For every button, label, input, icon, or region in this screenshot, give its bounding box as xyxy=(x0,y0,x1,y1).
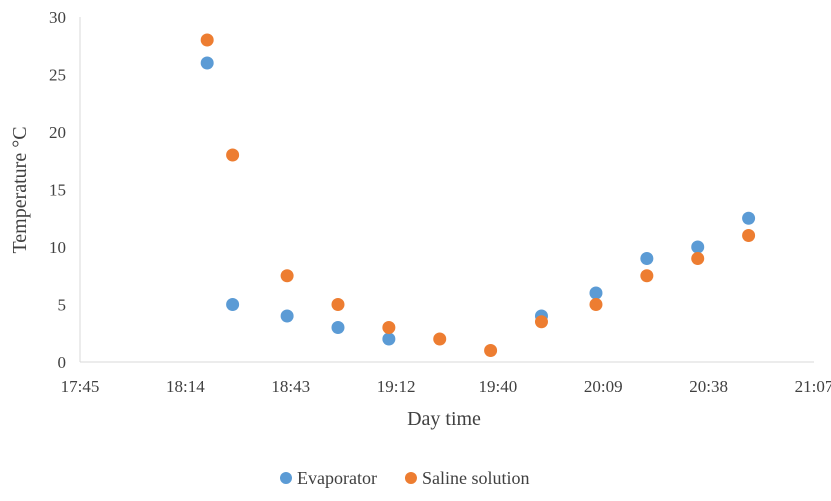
y-tick-label: 15 xyxy=(49,181,66,200)
evaporator-point xyxy=(742,211,756,225)
y-tick-label: 10 xyxy=(49,238,66,257)
saline-solution-point xyxy=(534,315,548,329)
y-tick-label: 25 xyxy=(49,66,66,85)
legend-label: Evaporator xyxy=(297,468,377,488)
y-tick-label: 0 xyxy=(58,353,67,372)
x-tick-label: 20:09 xyxy=(584,377,623,396)
evaporator-point xyxy=(280,309,294,323)
evaporator-point xyxy=(226,298,240,311)
x-tick-label: 20:38 xyxy=(689,377,728,396)
x-tick-label: 18:43 xyxy=(271,377,310,396)
saline-solution-point xyxy=(331,298,345,311)
x-axis-ticks: 17:45 18:14 18:43 19:12 19:40 20:09 20:38 21:07 xyxy=(61,377,831,396)
saline-solution-point xyxy=(280,269,294,283)
saline-solution-point xyxy=(433,332,447,346)
x-tick-label: 17:45 xyxy=(61,377,100,396)
saline-solution-point xyxy=(742,229,756,242)
y-tick-label: 30 xyxy=(49,8,66,27)
saline-solution-point xyxy=(382,321,396,334)
saline-solution-point xyxy=(226,148,240,162)
evaporator-point xyxy=(382,332,396,346)
x-tick-label: 21:07 xyxy=(795,377,831,396)
evaporator-point xyxy=(691,240,705,254)
y-tick-label: 20 xyxy=(49,123,66,142)
x-axis-title: Day time xyxy=(407,408,481,430)
data-points xyxy=(200,33,756,357)
saline-solution-point xyxy=(484,344,498,357)
evaporator-point xyxy=(589,286,603,300)
x-tick-label: 18:14 xyxy=(166,377,205,396)
chart-legend: Evaporator Saline solution xyxy=(280,468,529,488)
saline-solution-point xyxy=(691,252,705,265)
y-tick-label: 5 xyxy=(58,296,67,315)
y-axis-ticks: 0 5 10 15 20 25 30 xyxy=(49,8,66,372)
evaporator-legend-marker xyxy=(280,472,292,484)
y-axis-title: Temperature °C xyxy=(9,126,31,253)
legend-label: Saline solution xyxy=(422,468,530,488)
evaporator-point xyxy=(640,252,654,265)
saline-solution-point xyxy=(640,269,654,283)
saline-solution-point xyxy=(589,298,603,311)
evaporator-point xyxy=(200,56,214,70)
chart-axes xyxy=(79,17,814,363)
x-tick-label: 19:40 xyxy=(479,377,518,396)
x-tick-label: 19:12 xyxy=(377,377,416,396)
saline-solution-legend-marker xyxy=(404,472,417,484)
evaporator-point xyxy=(331,321,345,334)
saline-solution-point xyxy=(200,33,214,47)
